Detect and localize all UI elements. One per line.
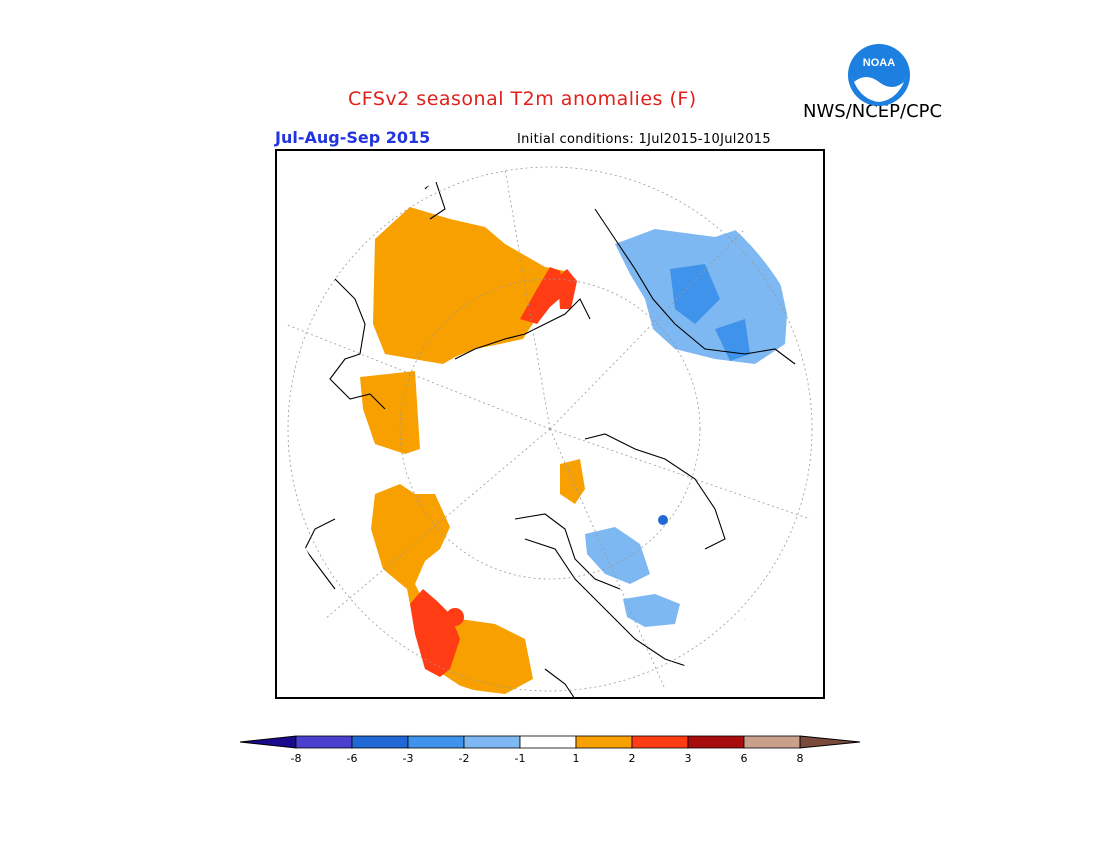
legend-swatch — [463, 735, 521, 749]
legend-tick-label: 6 — [740, 752, 748, 765]
legend-swatch — [743, 735, 801, 749]
legend-swatch — [351, 735, 409, 749]
noaa-logo-text: NOAA — [863, 57, 895, 69]
north-america-warm-region — [371, 484, 533, 694]
legend-swatch — [407, 735, 465, 749]
initial-conditions-label: Initial conditions: 1Jul2015-10Jul2015 — [517, 132, 771, 147]
legend-tick-label: -6 — [346, 752, 358, 765]
legend-swatch — [575, 735, 633, 749]
legend-tick-label: -1 — [514, 752, 526, 765]
page-title: CFSv2 seasonal T2m anomalies (F) — [348, 88, 697, 110]
legend-swatch — [631, 735, 689, 749]
polar-map — [275, 149, 825, 699]
siberia-warm-region — [373, 207, 575, 364]
color-legend — [240, 735, 861, 749]
legend-tick-label: 8 — [796, 752, 804, 765]
legend-tick-label: -8 — [290, 752, 302, 765]
siberia-hot-region — [520, 267, 565, 324]
legend-swatch — [519, 735, 577, 749]
legend-tick-label: 1 — [572, 752, 580, 765]
agency-label: NWS/NCEP/CPC — [803, 101, 943, 122]
legend-arrow-left — [240, 735, 297, 749]
greenland-warm-patch — [560, 459, 585, 504]
season-label: Jul-Aug-Sep 2015 — [275, 128, 431, 147]
noaa-logo: NOAA — [848, 44, 910, 106]
legend-tick-label: -2 — [458, 752, 470, 765]
legend-arrow-right — [799, 735, 861, 749]
legend-tick-label: 3 — [684, 752, 692, 765]
central-asia-warm-region — [360, 371, 420, 454]
legend-swatch — [687, 735, 745, 749]
legend-tick-label: -3 — [402, 752, 414, 765]
north-america-hot-region — [410, 589, 460, 677]
greenland-cool-region — [585, 527, 650, 584]
legend-swatch — [295, 735, 353, 749]
legend-tick-label: 2 — [628, 752, 636, 765]
